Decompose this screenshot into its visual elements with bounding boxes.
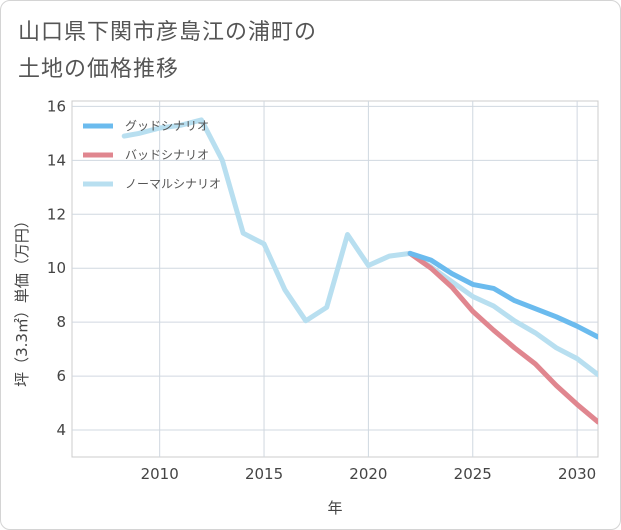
y-tick-label: 4 xyxy=(56,421,66,439)
y-axis-label: 坪（3.3㎡）単価（万円） xyxy=(13,213,31,387)
legend-label: グッドシナリオ xyxy=(125,119,209,133)
series-line-0 xyxy=(407,250,598,340)
x-tick-label: 2010 xyxy=(141,465,179,483)
x-tick-label: 2025 xyxy=(454,465,492,483)
chart-title-line-1: 山口県下関市彦島江の浦町の xyxy=(18,20,318,45)
y-tick-label: 10 xyxy=(47,259,66,277)
series-lines xyxy=(121,117,598,425)
legend-label: バッドシナリオ xyxy=(125,148,209,162)
chart-title: 山口県下関市彦島江の浦町の 土地の価格推移 xyxy=(18,14,578,88)
y-tick-label: 12 xyxy=(47,205,66,223)
legend-label: ノーマルシナリオ xyxy=(125,177,221,191)
y-tick-label: 16 xyxy=(47,97,66,115)
x-tick-label: 2015 xyxy=(245,465,283,483)
y-tick-label: 6 xyxy=(56,367,66,385)
y-tick-label: 8 xyxy=(56,313,66,331)
y-tick-label: 14 xyxy=(47,151,66,169)
series-line-1 xyxy=(407,250,598,425)
axis-ticks: 2010 2015 2020 2025 2030 4 6 8 10 12 14 16 xyxy=(47,97,596,483)
x-tick-label: 2030 xyxy=(558,465,596,483)
chart-title-line-2: 土地の価格推移 xyxy=(18,57,180,82)
x-tick-label: 2020 xyxy=(349,465,387,483)
grid-lines xyxy=(72,101,598,457)
x-axis-label: 年 xyxy=(327,499,342,517)
series-line-2 xyxy=(121,117,598,378)
